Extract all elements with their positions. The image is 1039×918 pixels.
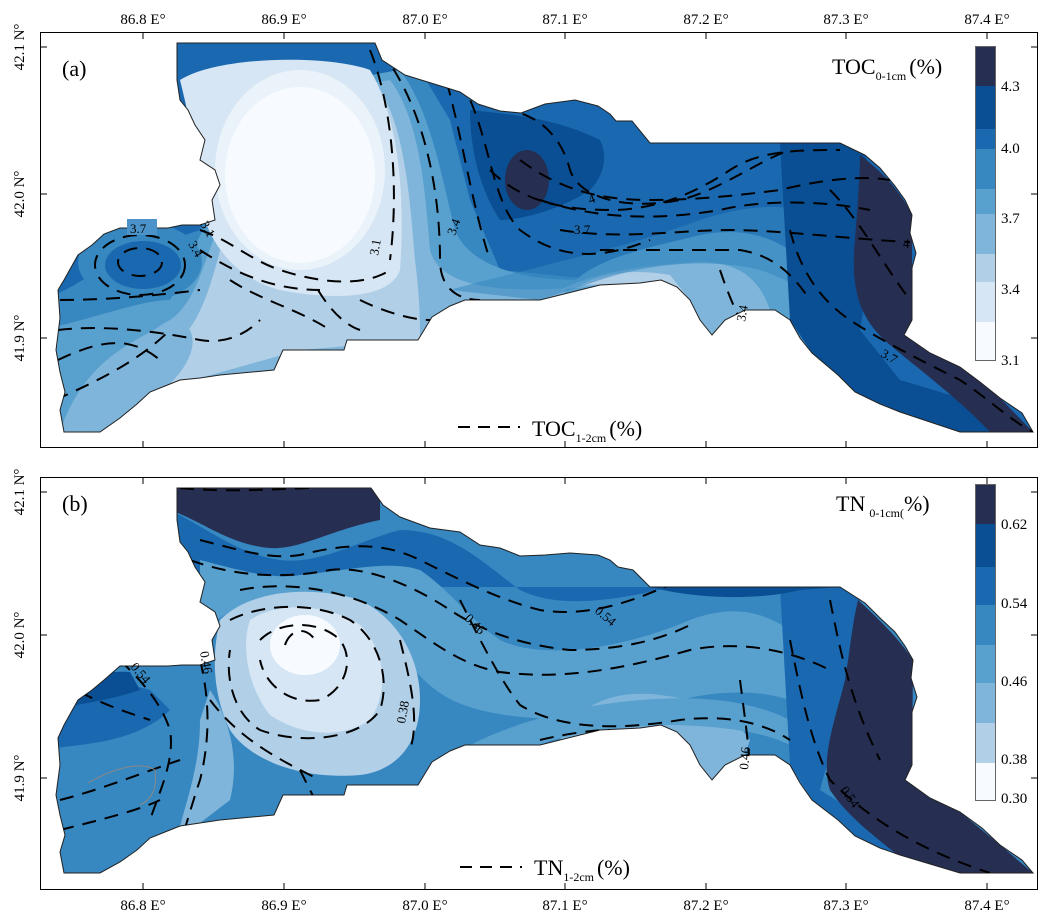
colorbar-tick: 3.1 bbox=[1001, 353, 1020, 369]
x-tick-label-bottom: 86.8 E° bbox=[120, 898, 165, 914]
contour-label: 3.7 bbox=[879, 346, 901, 367]
x-tick-label-top: 87.4 E° bbox=[964, 12, 1009, 28]
panel-a-frame bbox=[40, 32, 1038, 448]
panel-b-outline-artifact bbox=[87, 765, 157, 806]
panel-b-title: TN 0-1cm(%) bbox=[836, 491, 930, 520]
x-tick-label-top: 86.8 E° bbox=[120, 12, 165, 28]
colorbar-tick: 3.4 bbox=[1001, 282, 1020, 298]
colorbar-tick: 3.7 bbox=[1001, 211, 1020, 227]
colorbar-tick: 0.30 bbox=[1001, 791, 1027, 807]
panel-b-colorbar: 0.62 0.54 0.46 0.38 0.30 bbox=[975, 484, 1028, 807]
panel-a-contour-labels: 3.7 3.1 3.4 3.1 3.4 3.7 4 4 3.4 3.7 bbox=[127, 190, 910, 367]
colorbar-tick: 0.38 bbox=[1001, 752, 1027, 768]
panel-a-colorbar: 4.3 4.0 3.7 3.4 3.1 bbox=[975, 46, 1020, 369]
colorbar-tick: 0.46 bbox=[1001, 674, 1028, 690]
y-tick-label: 42.1 N° bbox=[12, 469, 28, 516]
colorbar-tick: 4.3 bbox=[1001, 79, 1020, 95]
axes: 86.8 E° 86.8 E° 86.9 E° 86.9 E° 87.0 E° 87.0 … bbox=[12, 12, 1037, 914]
contour-label: 4 bbox=[903, 236, 910, 251]
x-tick-label-top: 87.1 E° bbox=[542, 12, 587, 28]
contour-label: 4 bbox=[586, 190, 598, 206]
y-tick-label: 41.9 N° bbox=[12, 315, 28, 362]
contour-label: 0.46 bbox=[736, 746, 753, 770]
x-tick-label-top: 87.2 E° bbox=[683, 12, 728, 28]
contour-label: 3.4 bbox=[733, 303, 751, 322]
contour-label: 3.4 bbox=[185, 238, 206, 260]
x-tick-label-bottom: 87.4 E° bbox=[964, 898, 1009, 914]
x-tick-label-top: 86.9 E° bbox=[261, 12, 306, 28]
x-tick-label-bottom: 87.2 E° bbox=[683, 898, 728, 914]
panel-b-tn-1-2cm-contours bbox=[59, 488, 991, 873]
contour-label: 0.46 bbox=[197, 650, 216, 676]
x-tick-label-bottom: 87.3 E° bbox=[823, 898, 868, 914]
panel-b-frame bbox=[40, 477, 1038, 890]
y-tick-label: 42.0 N° bbox=[12, 612, 28, 659]
panel-a-label: (a) bbox=[62, 56, 86, 81]
contour-label: 3.1 bbox=[197, 218, 218, 240]
colorbar-tick: 0.54 bbox=[1001, 596, 1028, 612]
panel-a-title: TOC0-1cm (%) bbox=[832, 54, 942, 83]
contour-label: 3.7 bbox=[574, 222, 591, 237]
y-tick-label: 42.1 N° bbox=[12, 24, 28, 71]
contour-label: 3.4 bbox=[444, 216, 464, 237]
x-tick-label-bottom: 87.1 E° bbox=[542, 898, 587, 914]
panel-b-label: (b) bbox=[62, 491, 88, 516]
panel-b-tn-0-1cm-field bbox=[56, 488, 1033, 873]
y-tick-label: 41.9 N° bbox=[12, 755, 28, 802]
x-tick-label-top: 87.0 E° bbox=[402, 12, 447, 28]
contour-label: 0.38 bbox=[393, 700, 412, 725]
x-tick-label-bottom: 87.0 E° bbox=[402, 898, 447, 914]
colorbar-tick: 4.0 bbox=[1001, 141, 1020, 157]
contour-label: 3.1 bbox=[366, 238, 384, 257]
contour-label: 3.7 bbox=[130, 221, 147, 236]
x-tick-label-bottom: 86.9 E° bbox=[261, 898, 306, 914]
panel-a-toc-1-2cm-contours bbox=[56, 49, 1033, 432]
panel-a-legend-label: TOC1-2cm (%) bbox=[532, 416, 642, 445]
colorbar-tick: 0.62 bbox=[1001, 517, 1027, 533]
panel-b-legend-label: TN1-2cm (%) bbox=[534, 855, 630, 884]
x-tick-label-top: 87.3 E° bbox=[823, 12, 868, 28]
y-tick-label: 42.0 N° bbox=[12, 171, 28, 218]
